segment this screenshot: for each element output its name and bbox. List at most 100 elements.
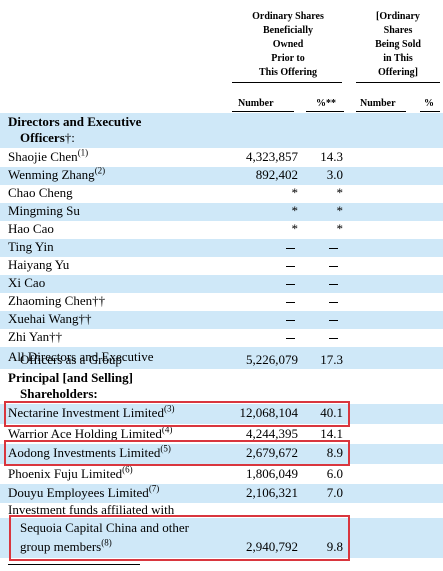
table-row: Haiyang Yu xyxy=(0,257,443,275)
shares-percent: 17.3 xyxy=(320,352,343,367)
holder-name-text: Douyu Employees Limited xyxy=(8,485,149,500)
highlight-box-sequoia xyxy=(9,515,350,561)
dash-mark xyxy=(286,266,295,267)
table-row: Zhi Yan†† xyxy=(0,329,443,347)
section-directors-line1: Directors and Executive xyxy=(8,114,142,129)
shares-percent: * xyxy=(336,185,344,200)
highlight-box-nectarine xyxy=(4,401,350,427)
shares-number: 2,679,672 xyxy=(246,445,298,460)
dash-mark xyxy=(286,338,295,339)
shares-percent: 3.0 xyxy=(326,167,343,182)
shares-number: 2,940,792 xyxy=(246,539,298,554)
highlight-box-aodong xyxy=(4,440,350,466)
header-sold-line: Offering] xyxy=(378,67,418,78)
table-row: Mingming Su * * xyxy=(0,203,443,221)
dash-mark xyxy=(286,320,295,321)
column-number-sold: Number xyxy=(360,98,396,109)
footnote-ref: (6) xyxy=(122,464,133,475)
footnote-ref: (1) xyxy=(77,147,89,158)
group-total-label: Officers as a Group xyxy=(20,352,122,367)
shares-number: 5,226,079 xyxy=(246,352,298,367)
holder-name: Nectarine Investment Limited(3) xyxy=(8,403,175,421)
shares-number: 1,806,049 xyxy=(246,466,298,481)
header-prior-line: Owned xyxy=(272,39,304,50)
column-percent-sold: % xyxy=(424,98,434,109)
holder-name-text: Aodong Investments Limited xyxy=(8,445,161,460)
footnote-ref: (3) xyxy=(163,403,175,414)
section-principal-line2: Shareholders: xyxy=(20,386,98,401)
header-prior-rule xyxy=(232,82,342,83)
holder-name: group members(8) xyxy=(20,538,112,555)
group-total-row-line1: All Directors and Executive xyxy=(0,347,443,369)
holder-name: Haiyang Yu xyxy=(8,257,70,272)
dash-mark xyxy=(329,248,338,249)
section-directors-heading: Directors and Executive Officers†: xyxy=(0,113,443,148)
shares-number: 12,068,104 xyxy=(239,405,299,420)
group-total-label: All Directors and Executive xyxy=(8,349,154,364)
shares-number: * xyxy=(291,221,299,236)
shares-percent: * xyxy=(336,203,344,218)
holder-name: Chao Cheng xyxy=(8,185,73,200)
table-row: Xi Cao xyxy=(0,275,443,293)
footnote-rule xyxy=(8,564,140,565)
section-directors-officers: Officers xyxy=(20,130,65,145)
holder-name: Xuehai Wang†† xyxy=(8,311,92,326)
header-sold-line: Shares xyxy=(383,25,413,36)
holder-name: Hao Cao xyxy=(8,221,54,236)
dash-mark xyxy=(286,248,295,249)
holder-name: Phoenix Fuju Limited(6) xyxy=(8,464,133,482)
shares-percent: 9.8 xyxy=(326,539,343,554)
header-prior-line: This Offering xyxy=(258,67,318,78)
holder-name-text: Warrior Ace Holding Limited xyxy=(8,426,162,441)
sequoia-row: Sequoia Capital China and other group me… xyxy=(0,518,443,558)
section-principal-line1: Principal [and Selling] xyxy=(8,370,133,385)
header-prior-line: Prior to xyxy=(271,53,305,64)
holder-name: Warrior Ace Holding Limited(4) xyxy=(8,425,172,442)
table-row: Phoenix Fuju Limited(6) 1,806,049 6.0 xyxy=(0,465,443,483)
section-principal-heading: Principal [and Selling] Shareholders: xyxy=(0,369,443,403)
shares-number: 4,323,857 xyxy=(246,149,298,164)
holder-name: Zhi Yan†† xyxy=(8,329,63,344)
header-prior-line: Beneficially xyxy=(263,25,313,36)
header-sold-rule xyxy=(356,82,440,83)
holder-name-text: Nectarine Investment Limited xyxy=(8,405,164,420)
shares-number: 892,402 xyxy=(255,167,298,182)
holder-name: Ting Yin xyxy=(8,239,54,254)
holder-name-text: Shaojie Chen xyxy=(8,149,78,164)
shares-percent: 7.0 xyxy=(326,485,343,500)
dash-mark xyxy=(329,266,338,267)
table-row: Xuehai Wang†† xyxy=(0,311,443,329)
shares-percent: * xyxy=(336,221,344,236)
table-row: Wenming Zhang(2) 892,402 3.0 xyxy=(0,166,443,185)
footnote-ref: (5) xyxy=(160,443,171,454)
holder-name: Wenming Zhang(2) xyxy=(8,166,105,183)
header-prior-line: Ordinary Shares xyxy=(252,11,324,22)
dash-mark xyxy=(329,338,338,339)
holder-name: Douyu Employees Limited(7) xyxy=(8,483,160,501)
column-rule xyxy=(420,111,440,112)
column-rule xyxy=(306,111,344,112)
table-row: Zhaoming Chen†† xyxy=(0,293,443,311)
footnote-ref: (7) xyxy=(148,483,160,494)
shares-number: * xyxy=(291,185,299,200)
shares-percent: 14.3 xyxy=(320,149,343,164)
header-sold-line: [Ordinary xyxy=(376,11,420,22)
holder-name: Sequoia Capital China and other xyxy=(20,520,189,535)
header-prior-offering: Ordinary Shares Beneficially Owned Prior… xyxy=(228,10,348,80)
shares-percent: 8.9 xyxy=(326,445,343,460)
table-row: Hao Cao * * xyxy=(0,221,443,239)
shares-percent: 14.1 xyxy=(320,426,343,441)
shares-number: 2,106,321 xyxy=(246,485,298,500)
table-row: Warrior Ace Holding Limited(4) 4,244,395… xyxy=(0,425,443,443)
table-row: Ting Yin xyxy=(0,239,443,257)
table-row: Nectarine Investment Limited(3) 12,068,1… xyxy=(0,404,443,424)
holder-name-text: group members xyxy=(20,539,102,554)
section-directors-mark: †: xyxy=(64,130,75,145)
table-row: Chao Cheng * * xyxy=(0,185,443,203)
column-percent: %** xyxy=(316,98,336,109)
table-row: Douyu Employees Limited(7) 2,106,321 7.0 xyxy=(0,484,443,503)
table-row: Shaojie Chen(1) 4,323,857 14.3 xyxy=(0,147,443,167)
holder-name: Xi Cao xyxy=(8,275,46,290)
header-sold-line: in This xyxy=(383,53,413,64)
shares-number: * xyxy=(291,203,299,218)
